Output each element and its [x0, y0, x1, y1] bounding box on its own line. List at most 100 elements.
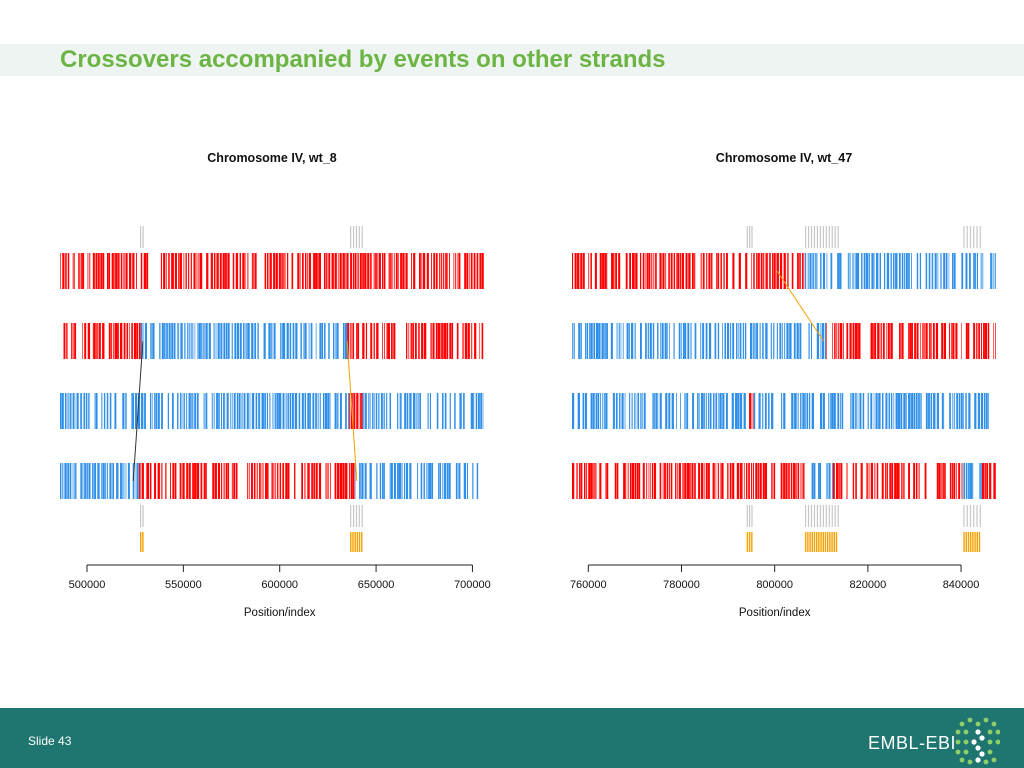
marker-tick — [582, 393, 585, 429]
marker-tick — [217, 463, 221, 499]
marker-tick — [75, 463, 77, 499]
marker-tick — [402, 253, 405, 289]
marker-tick — [905, 253, 908, 289]
marker-tick — [464, 253, 467, 289]
marker-tick — [154, 393, 156, 429]
marker-tick — [160, 253, 162, 289]
marker-tick — [171, 253, 174, 289]
marker-tick — [200, 463, 203, 499]
marker-tick — [580, 253, 583, 289]
marker-tick — [684, 323, 687, 359]
marker-tick — [928, 253, 931, 289]
marker-tick — [677, 253, 680, 289]
event-marker — [815, 532, 818, 552]
marker-tick — [98, 323, 101, 359]
marker-tick — [244, 253, 246, 289]
marker-tick — [213, 253, 216, 289]
marker-tick — [629, 463, 632, 499]
marker-tick — [697, 393, 699, 429]
marker-tick — [653, 463, 657, 499]
marker-tick — [136, 463, 139, 499]
marker-tick — [846, 463, 848, 499]
marker-tick — [173, 323, 176, 359]
track-4-segment-3 — [832, 463, 963, 499]
marker-tick — [802, 393, 804, 429]
marker-tick — [95, 253, 98, 289]
marker-tick — [121, 463, 123, 499]
marker-tick — [967, 323, 970, 359]
embl-ebi-logo-icon — [955, 717, 1000, 765]
marker-tick — [289, 393, 292, 429]
event-marker — [824, 532, 827, 552]
marker-tick — [773, 463, 776, 499]
marker-tick — [109, 463, 112, 499]
marker-tick — [819, 463, 822, 499]
marker-tick — [150, 323, 152, 359]
connector-line — [132, 340, 144, 482]
marker-tick — [125, 253, 128, 289]
marker-tick — [144, 323, 148, 359]
marker-tick — [987, 323, 990, 359]
marker-tick — [69, 463, 72, 499]
marker-tick — [418, 323, 420, 359]
marker-tick — [218, 393, 220, 429]
marker-tick — [727, 463, 729, 499]
marker-tick — [473, 393, 475, 429]
track-1 — [60, 253, 484, 289]
marker-tick — [183, 253, 185, 289]
marker-tick — [180, 323, 183, 359]
marker-tick — [668, 393, 671, 429]
marker-tick — [930, 323, 932, 359]
marker-tick — [665, 253, 667, 289]
marker-tick — [309, 393, 311, 429]
marker-tick — [744, 323, 747, 359]
track-1-segment-1 — [572, 253, 805, 289]
marker-tick — [200, 323, 202, 359]
marker-tick — [944, 463, 946, 499]
marker-tick — [208, 323, 211, 359]
marker-tick — [388, 253, 390, 289]
marker-tick — [398, 253, 399, 289]
marker-tick — [275, 253, 278, 289]
marker-tick — [712, 463, 715, 499]
marker-tick — [297, 253, 300, 289]
marker-tick — [382, 253, 384, 289]
marker-tick — [274, 393, 276, 429]
marker-tick — [88, 463, 91, 499]
marker-tick — [67, 253, 70, 289]
marker-tick — [334, 463, 337, 499]
marker-tick — [363, 253, 365, 289]
track-1 — [572, 253, 996, 289]
marker-tick — [647, 323, 649, 359]
marker-tick — [901, 323, 903, 359]
marker-tick — [241, 393, 243, 429]
marker-tick — [105, 463, 107, 499]
marker-tick — [742, 463, 744, 499]
marker-tick — [71, 323, 73, 359]
marker-tick — [328, 253, 331, 289]
x-tick-label: 700000 — [454, 579, 491, 591]
marker-tick — [329, 463, 331, 499]
marker-tick — [764, 393, 767, 429]
guide-tick-bottom — [834, 505, 836, 527]
marker-tick — [723, 253, 725, 289]
marker-tick — [925, 323, 928, 359]
marker-tick — [870, 393, 873, 429]
marker-tick — [205, 463, 207, 499]
marker-tick — [135, 393, 138, 429]
marker-tick — [469, 253, 471, 289]
event-marker — [804, 532, 807, 552]
marker-tick — [682, 463, 684, 499]
marker-tick — [431, 463, 434, 499]
marker-tick — [665, 393, 668, 429]
event-marker — [807, 532, 809, 552]
marker-tick — [584, 393, 588, 429]
marker-tick — [187, 323, 189, 359]
marker-tick — [794, 393, 797, 429]
event-marker — [818, 532, 820, 552]
marker-tick — [678, 463, 681, 499]
marker-tick — [822, 393, 825, 429]
marker-tick — [840, 463, 843, 499]
marker-tick — [264, 393, 266, 429]
track-3-segment-3 — [362, 393, 484, 429]
